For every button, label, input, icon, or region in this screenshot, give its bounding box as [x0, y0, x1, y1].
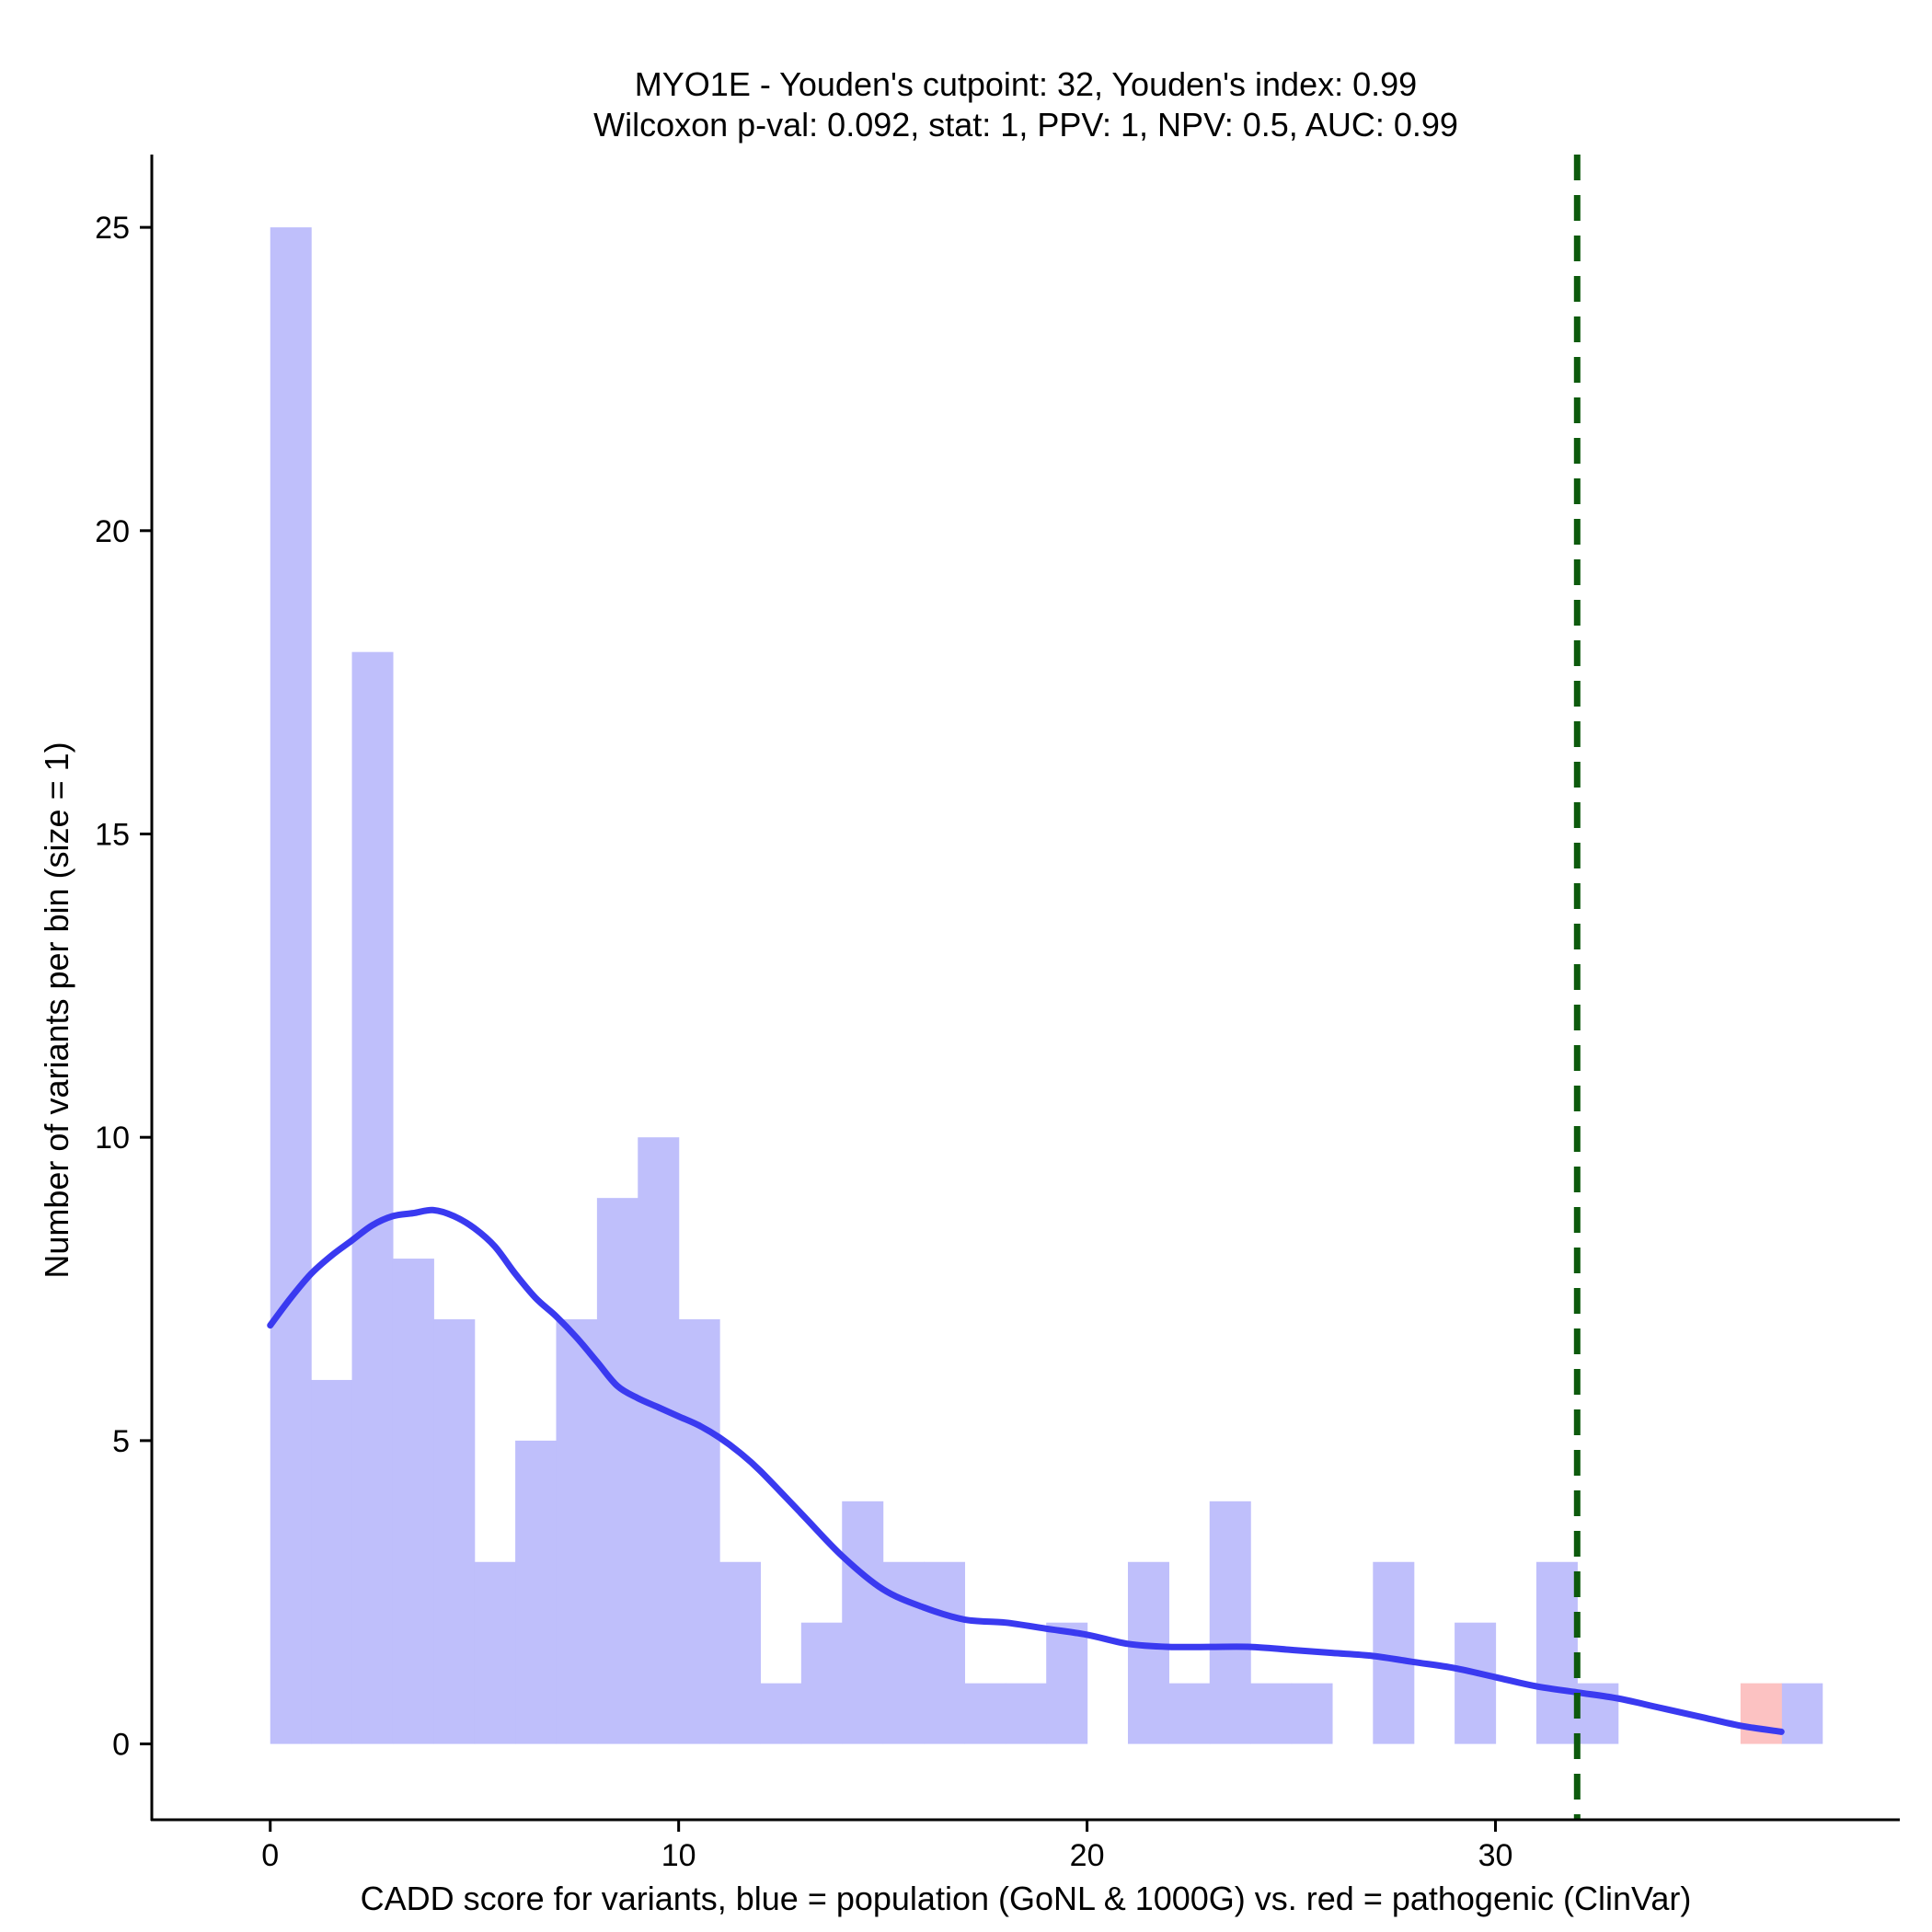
population-bar: [1005, 1683, 1047, 1744]
pathogenic-bars: [1740, 1683, 1782, 1744]
population-bar: [760, 1683, 802, 1744]
population-bar: [1781, 1683, 1823, 1744]
x-tick-label: 30: [1478, 1838, 1513, 1873]
population-bar: [638, 1137, 680, 1744]
y-tick-label: 0: [112, 1728, 130, 1763]
population-bar: [1373, 1561, 1415, 1744]
population-bar: [1535, 1561, 1578, 1744]
population-bar: [1046, 1622, 1088, 1744]
population-bar: [800, 1622, 843, 1744]
population-bars: [270, 227, 1823, 1744]
y-tick-label: 5: [112, 1424, 130, 1459]
y-tick-label: 25: [95, 211, 130, 246]
axes: 0 5 10 15 20 25 0 10 20 30: [95, 155, 1900, 1873]
x-axis-title: CADD score for variants, blue = populati…: [361, 1880, 1692, 1917]
population-bar: [311, 1379, 353, 1744]
population-bar: [1291, 1683, 1333, 1744]
y-tick-label: 20: [95, 514, 130, 549]
population-bar: [924, 1561, 966, 1744]
population-bar: [1168, 1683, 1211, 1744]
population-bar: [433, 1319, 476, 1744]
density-curve: [267, 1206, 1785, 1735]
y-tick-label: 10: [95, 1121, 130, 1156]
population-bar: [1250, 1683, 1293, 1744]
population-bar: [1455, 1622, 1497, 1744]
population-bar: [596, 1198, 638, 1744]
pathogenic-bar: [1740, 1683, 1782, 1744]
x-tick-label: 20: [1070, 1838, 1105, 1873]
chart-title-line-2: Wilcoxon p-val: 0.092, stat: 1, PPV: 1, …: [593, 106, 1458, 144]
population-bar: [515, 1440, 558, 1744]
x-tick-label: 0: [261, 1838, 279, 1873]
y-tick-label: 15: [95, 818, 130, 853]
population-bar: [1127, 1561, 1169, 1744]
population-bar: [842, 1501, 884, 1744]
population-bar: [474, 1561, 516, 1744]
population-bar: [964, 1683, 1006, 1744]
population-bar: [270, 227, 312, 1744]
population-bar: [392, 1259, 434, 1744]
population-bar: [678, 1319, 720, 1744]
x-axis-ticks: 0 10 20 30: [261, 1820, 1512, 1873]
population-bar: [719, 1561, 762, 1744]
chart-title-line-1: MYO1E - Youden's cutpoint: 32, Youden's …: [635, 65, 1417, 103]
chart-title: MYO1E - Youden's cutpoint: 32, Youden's …: [593, 65, 1458, 144]
y-axis-ticks: 0 5 10 15 20 25: [95, 211, 152, 1763]
y-axis-title: Number of variants per bin (size = 1): [38, 742, 75, 1278]
population-bar: [556, 1319, 598, 1744]
x-tick-label: 10: [661, 1838, 696, 1873]
population-bar: [351, 651, 394, 1744]
population-bar: [1209, 1501, 1251, 1744]
